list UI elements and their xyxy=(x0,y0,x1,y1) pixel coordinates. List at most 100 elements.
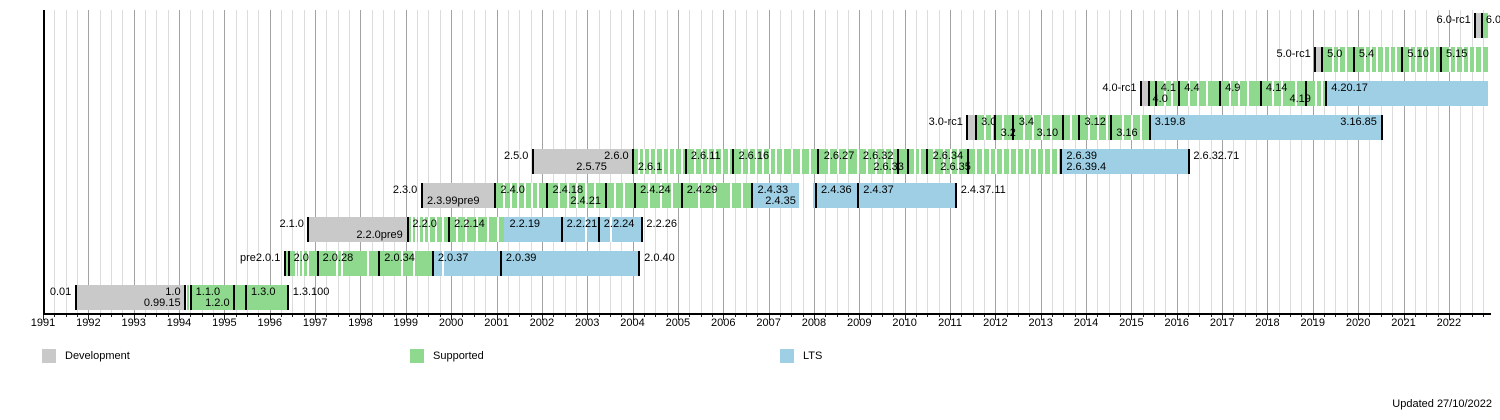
axis-tick xyxy=(1074,313,1076,317)
release-gap xyxy=(566,183,569,208)
gridline xyxy=(1392,10,1394,313)
release-gap xyxy=(720,149,723,174)
release-divider xyxy=(1325,81,1328,106)
bar-segment-development xyxy=(532,149,633,174)
axis-tick xyxy=(417,313,419,317)
axis-tick xyxy=(394,313,396,317)
axis-tick xyxy=(984,313,985,317)
axis-tick xyxy=(791,313,793,317)
axis-tick xyxy=(1256,313,1258,317)
year-tick-label: 2013 xyxy=(1028,317,1053,329)
legend-swatch-lts xyxy=(780,349,794,363)
release-gap xyxy=(714,183,717,208)
release-gap xyxy=(1002,115,1005,140)
release-gap xyxy=(990,115,993,140)
year-tick-label: 2007 xyxy=(756,317,781,329)
gridline xyxy=(213,10,215,313)
release-gap xyxy=(412,251,415,276)
version-label: 2.4.29 xyxy=(686,184,718,196)
axis-tick xyxy=(938,313,940,317)
release-gap xyxy=(1237,81,1240,106)
version-label: 3.10 xyxy=(1036,127,1059,139)
version-label: 3.16 xyxy=(1116,127,1138,139)
version-label: 2.2.21 xyxy=(566,218,598,230)
series-start-label: 2.1.0 xyxy=(279,218,304,230)
gridline xyxy=(405,10,407,313)
axis-tick xyxy=(258,313,260,317)
gridline xyxy=(258,10,260,313)
gridline xyxy=(349,10,351,313)
gridline xyxy=(507,10,509,313)
release-gap xyxy=(435,217,438,242)
axis-tick xyxy=(655,313,657,317)
release-gap xyxy=(523,183,526,208)
axis-tick xyxy=(1278,313,1280,317)
year-tick-label: 2016 xyxy=(1164,317,1189,329)
axis-tick xyxy=(1188,313,1190,317)
gridline xyxy=(179,10,181,313)
version-label: 4.9 xyxy=(1225,82,1241,94)
release-gap xyxy=(530,183,533,208)
year-tick-label: 2022 xyxy=(1436,317,1462,329)
axis-tick xyxy=(65,313,67,317)
version-label: 3.2 xyxy=(1000,127,1016,139)
release-gap xyxy=(557,183,560,208)
release-gap xyxy=(674,149,677,174)
axis-tick xyxy=(1097,313,1099,317)
year-tick-label: 1996 xyxy=(257,317,282,329)
release-gap xyxy=(741,149,744,174)
axis-tick xyxy=(235,313,237,317)
axis-tick xyxy=(405,313,407,320)
release-divider xyxy=(1259,81,1262,106)
gridline xyxy=(1267,10,1269,313)
axis-tick xyxy=(428,313,430,317)
release-gap xyxy=(1382,47,1385,72)
gridline xyxy=(473,10,475,313)
version-label: 4.20.17 xyxy=(1331,82,1368,94)
gridline xyxy=(360,10,362,313)
axis-tick xyxy=(507,313,509,317)
release-divider xyxy=(244,285,247,310)
axis-tick xyxy=(281,313,283,317)
release-gap xyxy=(414,217,417,242)
year-tick-label: 2002 xyxy=(529,317,555,329)
release-gap xyxy=(1271,81,1274,106)
bar-segment-lts xyxy=(752,183,800,208)
gridline xyxy=(383,10,385,313)
release-gap xyxy=(1036,149,1039,174)
version-label: 2.0.34 xyxy=(384,252,415,264)
axis-tick xyxy=(564,313,566,317)
version-label: 2.4.35 xyxy=(765,195,796,207)
axis-tick xyxy=(1040,313,1042,320)
release-gap xyxy=(775,149,778,174)
release-gap xyxy=(637,149,640,174)
version-label: 2.0.28 xyxy=(322,252,354,264)
version-label: 5.0 xyxy=(1327,48,1343,60)
release-gap xyxy=(1421,47,1424,72)
year-tick-label: 1995 xyxy=(212,317,237,329)
version-label: 1.2.0 xyxy=(205,297,230,309)
axis-tick xyxy=(1052,313,1054,317)
series-start-label: 6.0-rc1 xyxy=(1436,14,1471,26)
axis-tick xyxy=(1369,313,1371,317)
year-tick-label: 1992 xyxy=(76,317,101,329)
axis-origin-line xyxy=(43,10,45,313)
release-divider xyxy=(307,217,310,242)
version-label: 4.4 xyxy=(1184,82,1200,94)
year-tick-label: 1993 xyxy=(121,317,146,329)
axis-tick xyxy=(1120,313,1122,317)
release-gap xyxy=(1097,115,1100,140)
version-label: 5.15 xyxy=(1445,48,1468,60)
gridline xyxy=(1278,10,1280,313)
bar-segment-development xyxy=(75,285,185,310)
release-gap xyxy=(659,183,662,208)
bar-segment-development xyxy=(421,183,496,208)
axis-tick xyxy=(485,313,487,317)
release-gap xyxy=(671,183,674,208)
version-label: 2.0 xyxy=(293,252,309,264)
gridline xyxy=(1324,10,1326,313)
axis-tick xyxy=(893,313,895,317)
version-label: 3.12 xyxy=(1084,116,1106,128)
release-gap xyxy=(1415,47,1418,72)
